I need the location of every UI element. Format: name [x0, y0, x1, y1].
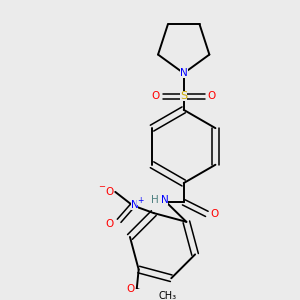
Text: O: O	[105, 219, 114, 229]
Text: O: O	[210, 209, 219, 219]
Text: +: +	[137, 196, 143, 205]
Text: N: N	[180, 68, 188, 78]
Text: N: N	[131, 200, 138, 210]
Text: O: O	[208, 91, 216, 101]
Text: O: O	[105, 187, 114, 197]
Text: S: S	[180, 91, 187, 101]
Text: O: O	[152, 91, 160, 101]
Text: CH₃: CH₃	[158, 292, 177, 300]
Text: O: O	[127, 284, 135, 294]
Text: H: H	[151, 195, 159, 206]
Text: N: N	[160, 195, 168, 206]
Text: −: −	[98, 183, 105, 192]
